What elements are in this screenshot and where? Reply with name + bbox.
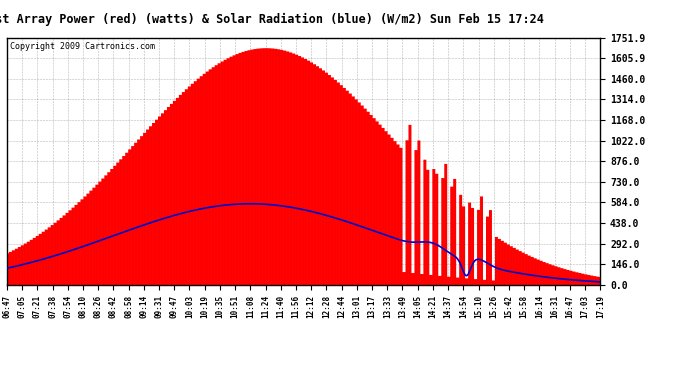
Text: East Array Power (red) (watts) & Solar Radiation (blue) (W/m2) Sun Feb 15 17:24: East Array Power (red) (watts) & Solar R…	[0, 13, 544, 26]
Text: Copyright 2009 Cartronics.com: Copyright 2009 Cartronics.com	[10, 42, 155, 51]
